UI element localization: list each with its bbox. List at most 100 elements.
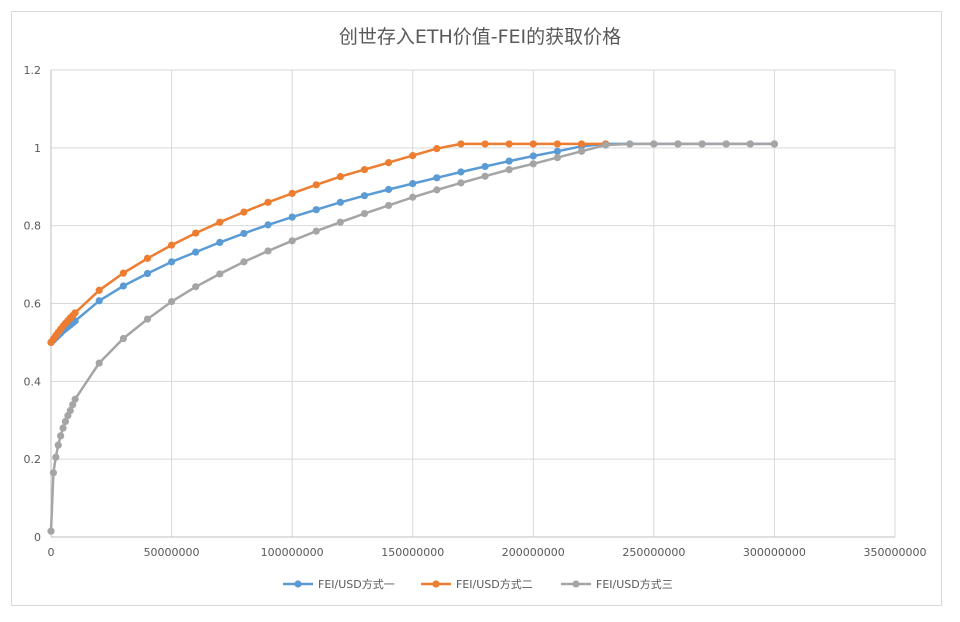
data-point: [336, 173, 344, 181]
x-tick-label: 50000000: [144, 546, 200, 559]
data-point: [167, 241, 176, 249]
data-point: [336, 198, 344, 206]
legend-marker: [572, 580, 580, 588]
data-point: [61, 417, 70, 426]
y-tick-label: 0: [34, 531, 41, 544]
x-tick-label: 150000000: [381, 546, 444, 559]
data-point: [119, 282, 127, 290]
y-tick-label: 0.6: [24, 298, 42, 311]
data-point: [288, 213, 296, 221]
data-point: [336, 218, 344, 226]
data-point: [385, 201, 393, 210]
chart-frame: [11, 11, 942, 606]
data-point: [288, 237, 296, 245]
data-point: [288, 189, 296, 197]
data-point: [481, 140, 489, 148]
data-point: [216, 270, 224, 278]
data-point: [49, 469, 58, 477]
data-point: [433, 186, 441, 194]
data-point: [312, 206, 320, 214]
chart-title: 创世存入ETH价值-FEI的获取价格: [338, 26, 622, 48]
data-point: [577, 140, 586, 148]
tick-labels: 0 0.2 0.4 0.6 0.8 1 1.2 0 50000000 100000000 15000…: [24, 64, 927, 559]
legend: FEI/USD方式一 FEI/USD方式二 FEI/USD方式三: [283, 577, 673, 591]
data-point: [312, 181, 320, 189]
data-point: [529, 152, 537, 160]
data-point: [505, 157, 513, 165]
data-point: [240, 258, 248, 266]
data-point: [457, 179, 465, 187]
data-point: [674, 140, 682, 148]
data-point: [722, 140, 730, 148]
data-point: [59, 424, 67, 432]
data-point: [529, 140, 537, 148]
data-point: [167, 297, 176, 306]
data-point: [192, 229, 200, 237]
data-point: [385, 159, 393, 167]
data-point: [553, 153, 562, 162]
y-tick-label: 0.4: [24, 375, 42, 388]
data-point: [360, 166, 369, 174]
data-point: [71, 309, 79, 317]
data-point: [57, 432, 65, 440]
data-point: [770, 140, 779, 148]
x-tick-label: 350000000: [864, 546, 927, 559]
data-point: [143, 269, 152, 278]
legend-marker: [432, 580, 440, 588]
data-point: [66, 406, 74, 415]
data-point: [457, 140, 465, 148]
x-tick-label: 300000000: [743, 546, 806, 559]
x-tick-label: 250000000: [622, 546, 685, 559]
data-point: [433, 145, 441, 153]
data-point: [433, 174, 441, 182]
data-point: [626, 140, 634, 148]
x-tick-label: 100000000: [261, 546, 324, 559]
data-point: [409, 180, 417, 188]
data-point: [577, 147, 586, 155]
y-tick-label: 0.8: [24, 220, 42, 233]
legend-label: FEI/USD方式二: [456, 577, 533, 591]
data-point: [216, 238, 224, 247]
data-point: [264, 247, 272, 255]
data-point: [95, 297, 103, 305]
data-point: [264, 221, 272, 229]
data-point: [505, 166, 513, 174]
data-point: [192, 248, 200, 256]
legend-item-3: FEI/USD方式三: [561, 577, 673, 591]
data-point: [481, 162, 489, 171]
data-point: [553, 147, 562, 155]
legend-item-1: FEI/USD方式一: [283, 577, 395, 591]
data-point: [69, 401, 77, 409]
series-lines: [47, 140, 779, 535]
data-point: [529, 160, 537, 168]
data-point: [385, 185, 393, 194]
data-point: [240, 208, 248, 216]
data-point: [95, 359, 103, 367]
data-point: [143, 315, 152, 323]
axes: [50, 70, 895, 538]
data-point: [360, 210, 369, 218]
data-point: [119, 269, 127, 277]
data-point: [192, 283, 200, 291]
data-point: [52, 453, 60, 461]
data-point: [602, 141, 610, 149]
grid-lines: [51, 69, 896, 537]
data-point: [746, 140, 754, 148]
series-line: [49, 142, 606, 344]
data-point: [119, 334, 127, 343]
data-point: [167, 258, 176, 266]
data-point: [71, 395, 79, 403]
data-point: [143, 254, 152, 262]
data-point: [95, 286, 103, 294]
data-point: [457, 168, 465, 176]
data-point: [409, 193, 417, 201]
data-point: [650, 140, 658, 148]
data-point: [505, 140, 513, 148]
series-2: [47, 140, 610, 347]
data-point: [481, 172, 489, 180]
legend-marker: [294, 580, 302, 588]
data-point: [409, 152, 417, 160]
x-tick-label: 0: [48, 546, 55, 559]
data-point: [216, 218, 224, 226]
